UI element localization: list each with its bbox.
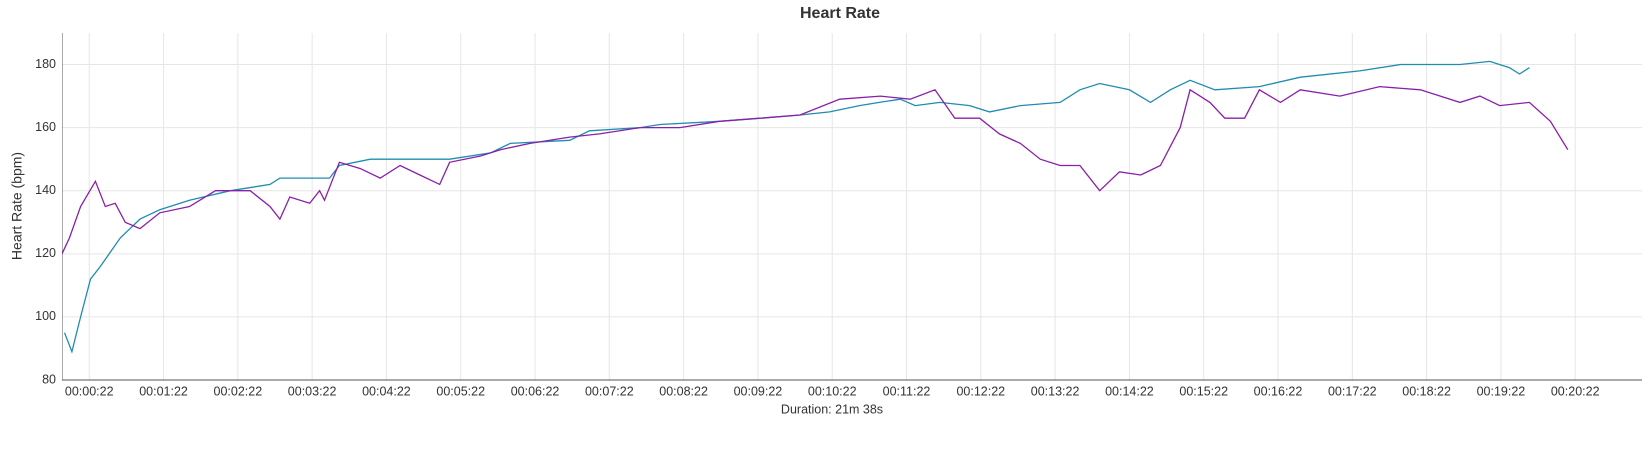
x-tick-label: 00:00:22	[65, 384, 114, 398]
x-tick-label: 00:03:22	[288, 384, 337, 398]
x-tick-label: 00:19:22	[1477, 384, 1526, 398]
x-tick-label: 00:04:22	[362, 384, 411, 398]
x-tick-label: 00:18:22	[1402, 384, 1451, 398]
y-tick-label: 100	[35, 309, 56, 323]
grid	[62, 33, 1642, 381]
y-tick-label: 160	[35, 120, 56, 134]
x-tick-label: 00:12:22	[956, 384, 1005, 398]
x-tick-label: 00:10:22	[808, 384, 857, 398]
x-tick-label: 00:17:22	[1328, 384, 1377, 398]
series-line	[62, 85, 1569, 255]
y-tick-label: 140	[35, 183, 56, 197]
x-tick-label: 00:01:22	[139, 384, 188, 398]
x-tick-label: 00:16:22	[1254, 384, 1303, 398]
series-line	[63, 60, 1530, 354]
y-axis-label: Heart Rate (bpm)	[9, 152, 25, 260]
x-tick-label: 00:06:22	[511, 384, 560, 398]
x-tick-label: 00:05:22	[436, 384, 485, 398]
x-tick-label: 00:15:22	[1179, 384, 1228, 398]
plot-area	[62, 60, 1569, 354]
x-tick-label: 00:07:22	[585, 384, 634, 398]
x-tick-label: 00:09:22	[734, 384, 783, 398]
x-tick-label: 00:14:22	[1105, 384, 1154, 398]
y-tick-label: 120	[35, 246, 56, 260]
tick-labels: 80 100 120 140 160 180 00:00:22 00:01:22 00:02:2…	[35, 57, 1599, 398]
x-tick-label: 00:13:22	[1031, 384, 1080, 398]
x-tick-label: 00:20:22	[1551, 384, 1600, 398]
x-axis-label: Duration: 21m 38s	[781, 402, 883, 416]
y-tick-label: 180	[35, 57, 56, 71]
chart-title: Heart Rate	[800, 5, 880, 22]
x-tick-label: 00:08:22	[659, 384, 708, 398]
x-tick-label: 00:02:22	[214, 384, 263, 398]
y-tick-label: 80	[42, 372, 56, 386]
x-tick-label: 00:11:22	[883, 384, 931, 398]
